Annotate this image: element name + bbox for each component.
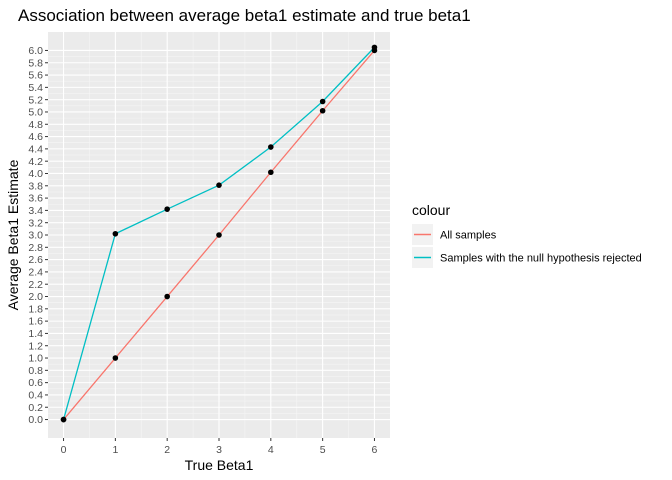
x-tick-label: 6 [372,444,378,456]
y-tick-label: 1.4 [28,328,43,340]
y-axis: 0.00.20.40.60.81.01.21.41.61.82.02.22.42… [28,45,48,426]
y-tick-label: 6.0 [28,45,43,57]
y-tick-label: 0.6 [28,377,43,389]
y-tick-label: 5.6 [28,70,43,82]
data-point-series-1 [216,232,222,238]
y-tick-label: 4.4 [28,143,43,155]
chart-title: Association between average beta1 estima… [18,6,471,25]
x-tick-label: 3 [216,444,222,456]
y-tick-label: 1.8 [28,303,43,315]
y-tick-label: 2.4 [28,267,43,279]
data-point-series-1 [268,169,274,176]
y-tick-label: 0.4 [28,390,43,402]
x-axis: 0 1 2 3 4 5 6 [61,438,378,456]
data-point-series-2 [319,98,326,105]
data-point-series-1 [112,355,119,361]
x-tick-label: 1 [112,444,118,456]
y-tick-label: 5.8 [28,57,43,69]
y-tick-label: 3.6 [28,193,43,205]
x-axis-title: True Beta1 [185,457,254,473]
y-tick-label: 3.2 [28,217,43,229]
y-tick-label: 3.8 [28,180,43,192]
y-tick-label: 4.6 [28,131,43,143]
data-point-series-1 [164,293,170,300]
major-gridlines [48,32,390,438]
y-tick-label: 0.8 [28,365,43,377]
y-tick-label: 2.2 [28,279,43,291]
y-axis-title: Average Beta1 Estimate [5,159,21,310]
data-point-series-2 [60,416,67,423]
y-tick-label: 2.6 [28,254,43,266]
y-tick-label: 0.0 [28,414,43,426]
y-tick-label: 0.2 [28,402,43,414]
y-tick-label: 5.0 [28,107,43,119]
legend-title: colour [412,202,450,218]
data-point-series-2 [216,182,222,188]
data-point-series-1 [319,107,326,114]
y-tick-label: 4.8 [28,119,43,131]
data-point-series-2 [268,144,274,150]
x-tick-label: 2 [164,444,170,456]
x-tick-label: 0 [61,444,67,456]
data-point-series-2 [371,44,378,51]
data-points [60,44,378,423]
x-tick-label: 5 [320,444,326,456]
legend: colour All samples Samples with the null … [412,202,642,268]
y-tick-label: 3.0 [28,230,43,242]
y-tick-label: 4.0 [28,168,43,180]
legend-label-2: Samples with the null hypothesis rejecte… [440,253,642,265]
y-tick-label: 3.4 [28,205,43,217]
y-tick-label: 5.2 [28,94,43,106]
y-tick-label: 1.2 [28,340,43,352]
legend-label-1: All samples [440,230,497,242]
data-point-series-2 [112,230,119,237]
data-point-series-2 [164,206,170,212]
y-tick-label: 1.6 [28,316,43,328]
x-tick-label: 4 [268,444,274,456]
y-tick-label: 2.8 [28,242,43,254]
y-tick-label: 1.0 [28,353,43,365]
y-tick-label: 2.0 [28,291,43,303]
y-tick-label: 5.4 [28,82,43,94]
y-tick-label: 4.2 [28,156,43,168]
